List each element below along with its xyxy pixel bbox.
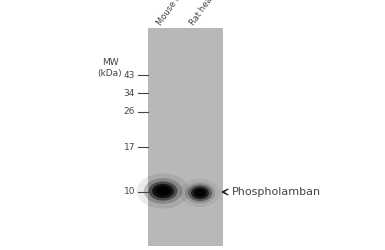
Text: 26: 26 xyxy=(124,108,135,116)
Ellipse shape xyxy=(144,178,182,204)
Ellipse shape xyxy=(185,182,215,204)
Text: 43: 43 xyxy=(124,70,135,80)
Text: 34: 34 xyxy=(124,88,135,98)
Bar xyxy=(148,28,222,245)
Text: Mouse heart: Mouse heart xyxy=(156,0,193,27)
Text: Rat heart: Rat heart xyxy=(189,0,219,27)
Text: MW
(kDa): MW (kDa) xyxy=(98,58,122,78)
Ellipse shape xyxy=(156,186,170,196)
Ellipse shape xyxy=(180,179,220,207)
Ellipse shape xyxy=(152,184,174,198)
Ellipse shape xyxy=(194,189,206,197)
Ellipse shape xyxy=(188,184,212,202)
Text: 10: 10 xyxy=(124,188,135,196)
Text: 17: 17 xyxy=(124,142,135,152)
Text: Phospholamban: Phospholamban xyxy=(232,187,321,197)
Ellipse shape xyxy=(137,174,189,208)
Ellipse shape xyxy=(149,182,177,201)
Ellipse shape xyxy=(191,187,209,199)
